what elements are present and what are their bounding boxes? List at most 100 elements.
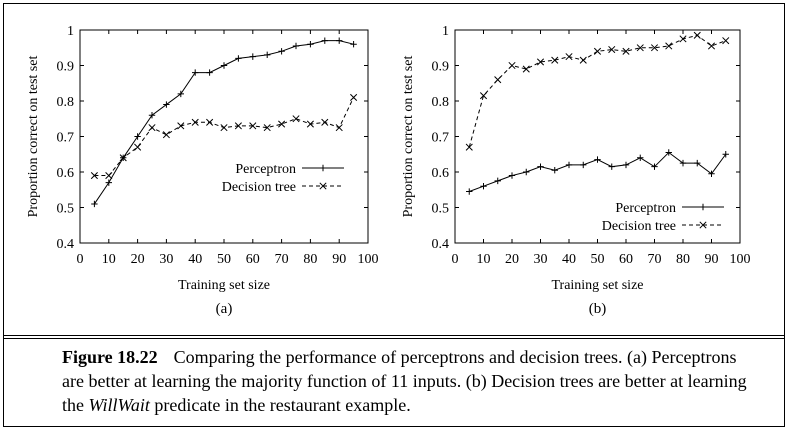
chart-a-xaxis-label: Training set size [178, 278, 270, 293]
chart-b-series-perceptron-point [523, 168, 530, 176]
chart-b-series-decision-tree-point [693, 31, 701, 39]
chart-a-xtick-label: 10 [102, 252, 116, 267]
chart-b-xtick-label: 80 [676, 252, 690, 267]
chart-b-xtick-label: 20 [505, 252, 519, 267]
chart-a-legend-swatch-marker [319, 164, 327, 172]
chart-b-legend-label: Perceptron [615, 201, 676, 216]
chart-b-yaxis-label: Proportion correct on test set [401, 56, 416, 218]
chart-a-series-decision-tree-point [90, 171, 98, 180]
chart-a-ytick-label: 0.5 [57, 202, 75, 217]
chart-a-series-decision-tree-point [148, 124, 156, 132]
chart-a-yaxis-label: Proportion correct on test set [26, 56, 41, 218]
chart-a-legend-swatch-marker [319, 182, 327, 190]
chart-a-series-perceptron-point [105, 179, 112, 186]
chart-b-series-decision-tree-point [465, 143, 473, 151]
chart-b-series-decision-tree-point [608, 45, 616, 54]
chart-a-xtick-label: 100 [358, 252, 379, 267]
chart-b-plot-border [454, 29, 741, 244]
chart-a-series-perceptron-point [91, 200, 98, 208]
caption-text-start: Comparing the performance of perceptrons… [62, 347, 747, 415]
chart-a-series-decision-tree-point [350, 93, 358, 102]
chart-a-series-decision-tree-point [321, 118, 329, 126]
chart-b-series-decision-tree-line [468, 34, 726, 148]
chart-b-ytick-label: 0.8 [432, 95, 450, 110]
chart-b-series-decision-tree-point [679, 35, 687, 43]
chart-a-ytick-label: 0.4 [57, 237, 75, 252]
chart-b-xtick-label: 10 [477, 252, 491, 267]
chart-b-legend-label: Decision tree [602, 219, 676, 234]
chart-b-series-decision-tree-point [593, 47, 602, 55]
chart-a-series-perceptron-point [249, 53, 256, 60]
chart-b-ytick-label: 0.9 [432, 60, 450, 75]
chart-b-legend-swatch-marker [699, 203, 707, 211]
chart-a-series-decision-tree-point [292, 115, 300, 123]
chart-b-series-decision-tree-point [536, 58, 545, 66]
chart-b-series-perceptron-point [608, 163, 615, 170]
chart-a-series-decision-tree-point [263, 124, 271, 132]
chart-a-xtick-label: 50 [217, 252, 231, 267]
chart-a-xtick-label: 60 [246, 252, 260, 267]
chart-b-series-decision-tree-point [565, 53, 573, 61]
chart-b-series-perceptron-point [565, 161, 573, 169]
chart-b-series-perceptron-point [508, 172, 516, 179]
chart-a-series-perceptron-point [292, 42, 300, 50]
chart-a-ytick-label: 0.9 [57, 60, 75, 75]
chart-b-ytick-label: 0.6 [432, 166, 450, 181]
chart-a-series-perceptron-point [321, 37, 328, 44]
chart-b-xtick-label: 100 [730, 252, 751, 267]
figure-frame [3, 3, 785, 427]
figure-caption: Figure 18.22 Comparing the performance of… [62, 345, 752, 417]
chart-b-series-decision-tree-point [479, 92, 488, 100]
chart-a-ytick-label: 0.8 [57, 95, 75, 110]
caption-separator [3, 335, 785, 339]
chart-b-series-perceptron-point [622, 161, 630, 169]
chart-a-series-decision-tree-point [249, 122, 257, 130]
chart-a-legend-label: Perceptron [235, 162, 296, 177]
chart-b-xtick-label: 70 [648, 252, 662, 267]
chart-a-ytick-label: 0.7 [57, 131, 75, 146]
chart-b-xtick-label: 0 [452, 252, 459, 267]
chart-a-series-decision-tree-point [162, 131, 170, 139]
chart-a-series-perceptron-point [235, 55, 242, 62]
chart-a-xtick-label: 20 [131, 252, 145, 267]
chart-a-series-perceptron-point [220, 62, 228, 69]
chart-a-xtick-label: 80 [303, 252, 317, 267]
chart-b-series-decision-tree-point [622, 47, 630, 55]
chart-b-legend-swatch-marker [699, 221, 707, 229]
chart-b-series-perceptron-point [551, 167, 558, 174]
chart-b-series-perceptron-point [679, 159, 687, 167]
chart-a-xtick-label: 30 [159, 252, 173, 267]
chart-a-series-perceptron-point [192, 69, 199, 76]
chart-b-series-perceptron-point [694, 159, 701, 167]
chart-a-series-decision-tree-point [306, 120, 314, 128]
chart-a-series-perceptron-point [264, 51, 271, 59]
chart-b-series-decision-tree-point [636, 44, 644, 52]
chart-b-series-perceptron-point [480, 183, 487, 190]
chart-a-series-perceptron-point [206, 69, 213, 76]
chart-b-series-perceptron-point [665, 149, 672, 156]
chart-b-series-perceptron-point [651, 163, 658, 170]
chart-a-series-decision-tree-point [278, 120, 286, 128]
chart-a-series-decision-tree-point [119, 154, 127, 162]
chart-a-series-decision-tree-point [234, 122, 242, 130]
chart-a-series-perceptron-point [307, 41, 314, 48]
chart-b-series-decision-tree-point [494, 76, 502, 84]
chart-b-ytick-label: 1 [442, 24, 449, 39]
chart-a-series-decision-tree-point [335, 124, 343, 132]
chart-b-series-perceptron-point [594, 156, 601, 163]
chart-b-xtick-label: 30 [534, 252, 548, 267]
chart-b-series-decision-tree-point [522, 65, 530, 73]
chart-a-series-decision-tree-point [177, 122, 185, 130]
chart-b-series-perceptron-point [537, 163, 544, 170]
chart-b-series-decision-tree-point [722, 37, 730, 45]
chart-a-series-decision-tree-point [134, 143, 142, 151]
caption-math-term: WillWait [88, 395, 150, 415]
chart-a-series-perceptron-point [134, 133, 141, 140]
chart-b-xaxis-label: Training set size [551, 278, 643, 293]
chart-b-xtick-label: 90 [705, 252, 719, 267]
chart-b-series-perceptron-point [580, 161, 587, 169]
chart-a-ytick-label: 0.6 [57, 166, 75, 181]
chart-b-series-decision-tree-point [551, 56, 559, 64]
chart-a-series-perceptron-point [177, 90, 184, 98]
